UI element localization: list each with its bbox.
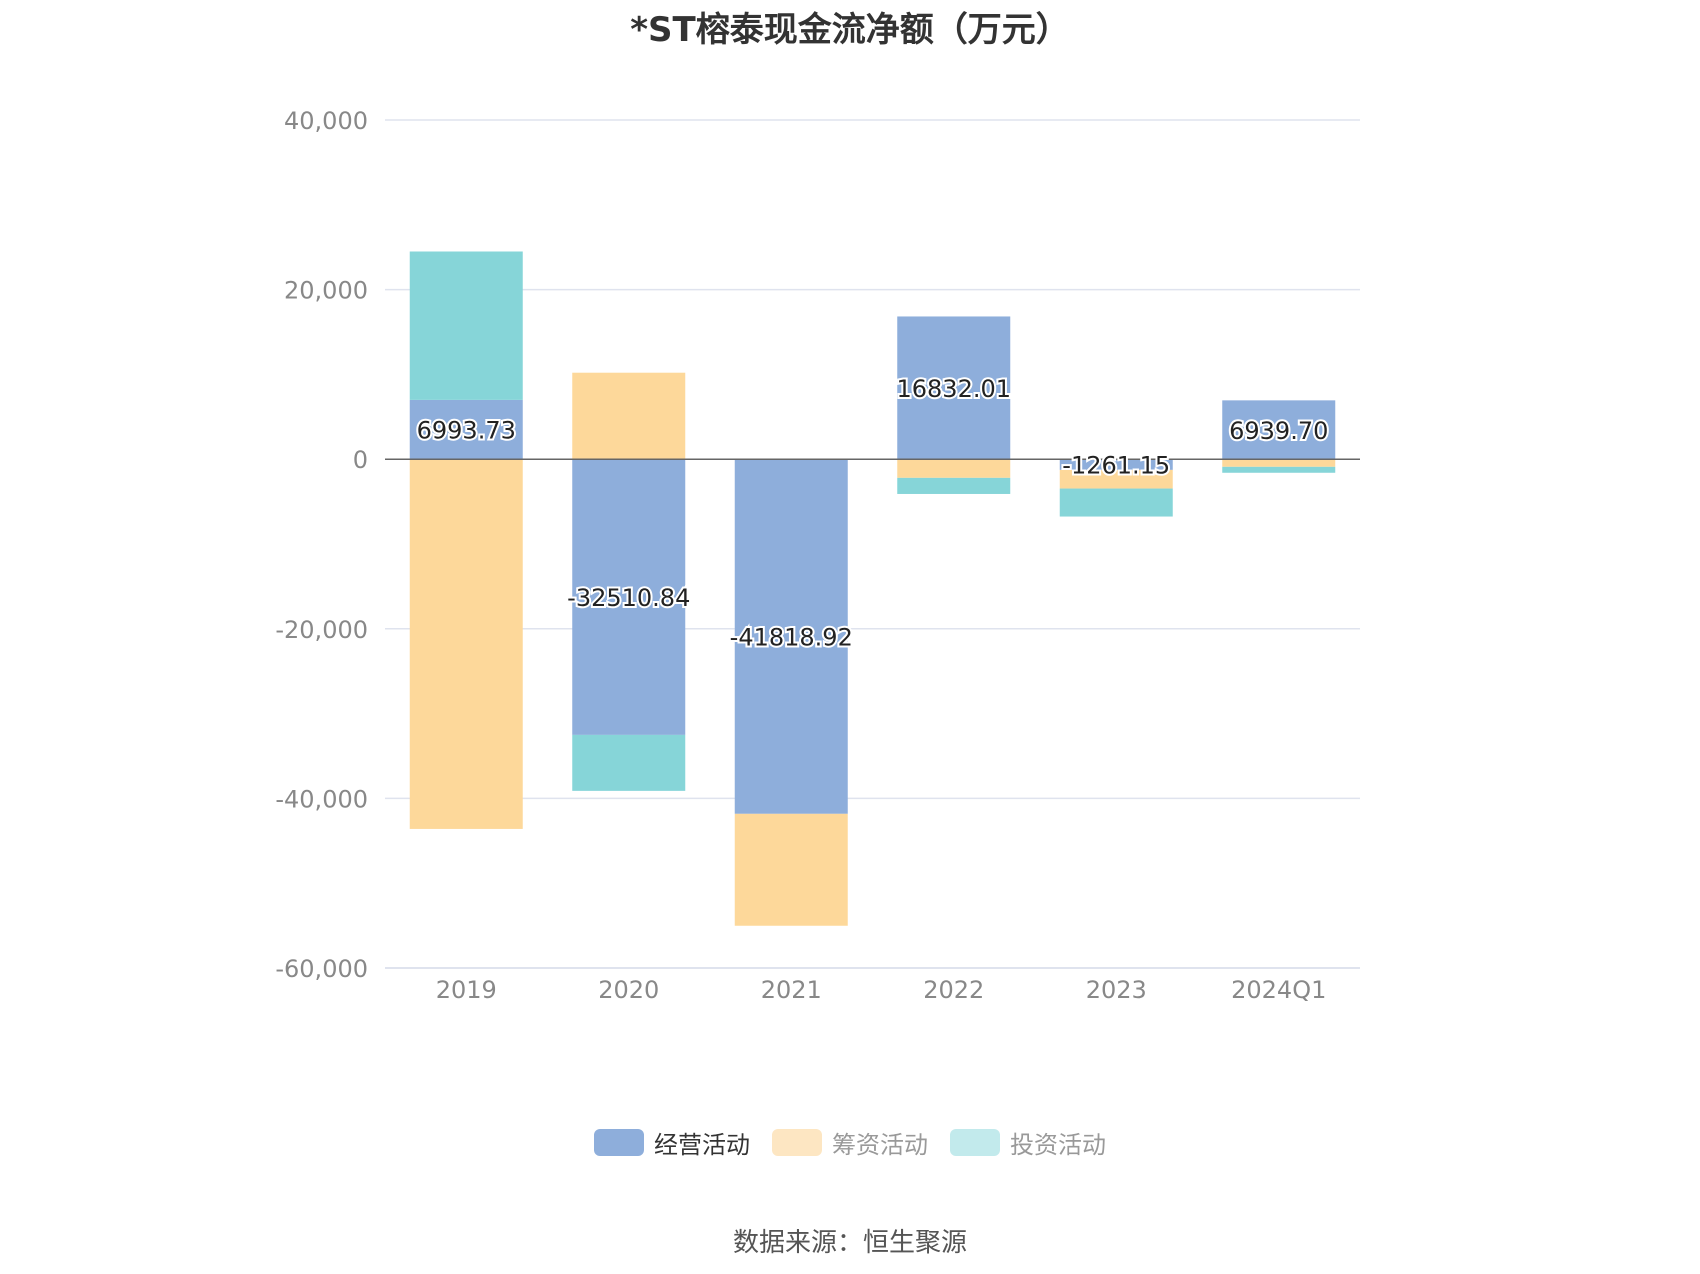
bar-segment xyxy=(572,372,686,460)
bar-segment xyxy=(1059,488,1173,517)
x-tick-label: 2022 xyxy=(923,976,984,1004)
x-tick-label: 2020 xyxy=(598,976,659,1004)
bar-segment xyxy=(1059,459,1173,470)
y-tick-label: -60,000 xyxy=(275,955,368,983)
bar-segment xyxy=(572,459,686,735)
bar-segment xyxy=(1059,469,1173,489)
bar-segment xyxy=(409,459,523,829)
y-tick-label: -40,000 xyxy=(275,785,368,813)
y-tick-label: 40,000 xyxy=(284,107,368,135)
legend-label: 筹资活动 xyxy=(832,1131,928,1159)
legend-item[interactable]: 投资活动 xyxy=(950,1125,1106,1160)
bar-segment xyxy=(1222,459,1336,467)
y-tick-label: 20,000 xyxy=(284,277,368,305)
x-tick-label: 2019 xyxy=(436,976,497,1004)
legend-swatch xyxy=(594,1129,644,1156)
bar-segment xyxy=(409,399,523,460)
grid-lines xyxy=(385,119,1360,969)
data-label: -32510.84 xyxy=(567,584,690,612)
bar-segment xyxy=(897,459,1011,478)
bar-segment xyxy=(734,459,848,814)
legend-label: 经营活动 xyxy=(654,1131,750,1159)
bar-segment xyxy=(1222,466,1336,473)
x-tick-label: 2023 xyxy=(1086,976,1147,1004)
bar-segment xyxy=(734,813,848,926)
legend-item[interactable]: 筹资活动 xyxy=(772,1125,928,1160)
y-tick-label: 0 xyxy=(353,446,368,474)
legend-swatch xyxy=(772,1129,822,1156)
x-tick-label: 2021 xyxy=(761,976,822,1004)
bar-segment xyxy=(897,316,1011,460)
chart-title: *ST榕泰现金流净额（万元） xyxy=(630,10,1070,50)
bar-segment xyxy=(897,477,1011,494)
bar-segment xyxy=(572,734,686,791)
data-labels: 6993.73 -32510.84 -41818.92 16832.01 -1261.1… xyxy=(415,373,1331,654)
y-tick-label: -20,000 xyxy=(275,616,368,644)
source-note: 数据来源：恒生聚源 xyxy=(732,1228,967,1258)
bars xyxy=(409,251,1336,926)
legend: 经营活动 筹资活动 投资活动 xyxy=(0,1125,1700,1160)
data-label: 16832.01 xyxy=(896,375,1011,403)
data-label: 6939.70 xyxy=(1229,417,1328,445)
data-label: -1261.15 xyxy=(1062,452,1170,480)
data-label: -41818.92 xyxy=(730,624,853,652)
legend-swatch xyxy=(950,1129,1000,1156)
x-tick-label: 2024Q1 xyxy=(1231,976,1326,1004)
axes: 40,000 20,000 0 -20,000 -40,000 -60,000 2019 20… xyxy=(275,107,1360,1004)
bar-segment xyxy=(409,251,523,400)
legend-item[interactable]: 经营活动 xyxy=(594,1125,750,1160)
data-label: 6993.73 xyxy=(417,417,516,445)
bar-segment xyxy=(1222,400,1336,460)
legend-label: 投资活动 xyxy=(1010,1131,1106,1159)
